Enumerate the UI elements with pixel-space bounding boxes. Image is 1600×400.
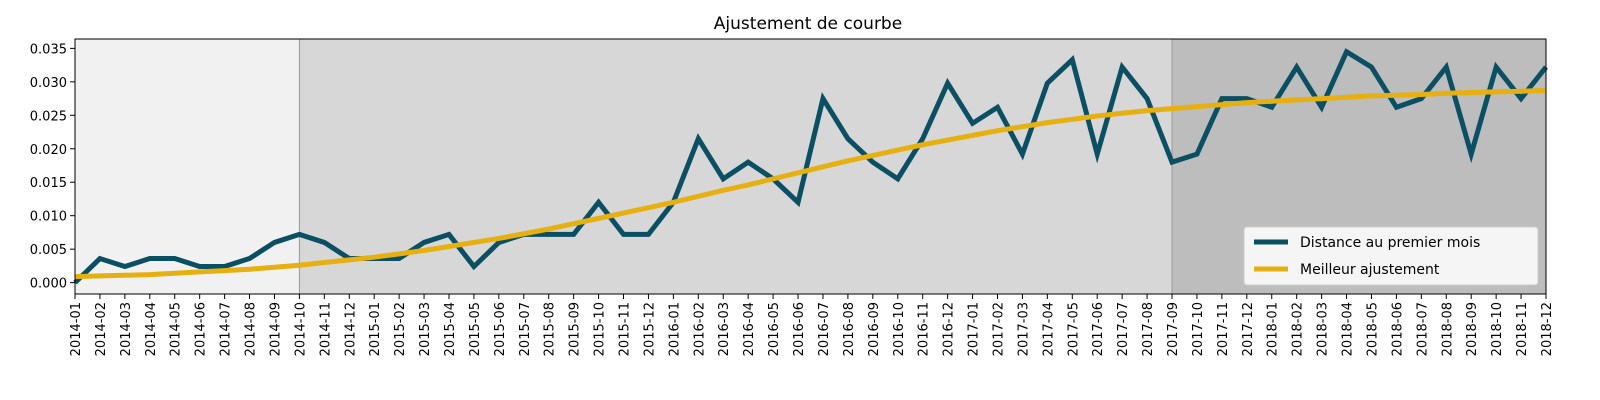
x-tick-label: 2016-01 xyxy=(667,302,682,356)
legend: Distance au premier mois Meilleur ajustem… xyxy=(1243,226,1539,286)
x-tick-label: 2016-12 xyxy=(942,302,957,356)
x-tick-label: 2014-04 xyxy=(144,302,159,356)
x-tick-label: 2015-09 xyxy=(568,302,583,356)
x-tick-label: 2018-10 xyxy=(1490,302,1505,356)
x-tick-label: 2018-02 xyxy=(1291,302,1306,356)
y-tick-label: 0.010 xyxy=(30,210,67,225)
x-tick-label: 2015-11 xyxy=(618,302,633,356)
legend-label-1: Distance au premier mois xyxy=(1300,235,1480,251)
y-tick-label: 0.000 xyxy=(30,277,67,292)
x-tick-label: 2018-06 xyxy=(1390,302,1405,356)
x-tick-label: 2014-01 xyxy=(69,302,84,356)
x-tick-label: 2018-09 xyxy=(1465,302,1480,356)
x-tick-label: 2018-05 xyxy=(1365,302,1380,356)
x-tick-label: 2017-10 xyxy=(1191,302,1206,356)
shaded-region-2 xyxy=(299,39,1173,294)
x-tick-label: 2016-06 xyxy=(792,302,807,356)
x-tick-label: 2015-10 xyxy=(593,302,608,356)
x-tick-label: 2017-12 xyxy=(1241,302,1256,356)
x-tick-label: 2014-05 xyxy=(169,302,184,356)
x-tick-label: 2014-07 xyxy=(219,302,234,356)
y-tick-label: 0.030 xyxy=(30,76,67,91)
x-tick-label: 2018-08 xyxy=(1440,302,1455,356)
x-tick-label: 2015-07 xyxy=(518,302,533,356)
x-tick-label: 2016-07 xyxy=(817,302,832,356)
x-tick-label: 2017-06 xyxy=(1091,302,1106,356)
x-tick-label: 2015-03 xyxy=(418,302,433,356)
x-tick-label: 2018-03 xyxy=(1316,302,1331,356)
x-tick-label: 2014-08 xyxy=(244,302,259,356)
x-tick-label: 2017-02 xyxy=(991,302,1006,356)
chart-title: Ajustement de courbe xyxy=(714,14,902,34)
x-tick-label: 2014-09 xyxy=(268,302,283,356)
x-tick-label: 2016-08 xyxy=(842,302,857,356)
shaded-region-1 xyxy=(75,39,300,294)
x-tick-label: 2017-05 xyxy=(1066,302,1081,356)
x-tick-label: 2014-10 xyxy=(293,302,308,356)
x-tick-label: 2018-04 xyxy=(1341,302,1356,356)
x-tick-label: 2017-11 xyxy=(1216,302,1231,356)
x-tick-label: 2017-08 xyxy=(1141,302,1156,356)
x-tick-label: 2018-12 xyxy=(1540,302,1555,356)
x-tick-label: 2015-06 xyxy=(493,302,508,356)
x-tick-label: 2014-03 xyxy=(119,302,134,356)
x-tick-label: 2018-07 xyxy=(1415,302,1430,356)
y-tick-label: 0.025 xyxy=(30,109,67,124)
plot-frame xyxy=(74,38,1547,295)
x-tick-label: 2015-05 xyxy=(468,302,483,356)
x-tick-label: 2015-02 xyxy=(393,302,408,356)
x-tick-label: 2014-12 xyxy=(343,302,358,356)
x-tick-label: 2015-12 xyxy=(642,302,657,356)
x-tick-label: 2018-11 xyxy=(1515,302,1530,356)
y-tick-label: 0.035 xyxy=(30,42,67,57)
x-tick-label: 2016-03 xyxy=(717,302,732,356)
x-tick-label: 2017-07 xyxy=(1116,302,1131,356)
y-tick-label: 0.005 xyxy=(30,243,67,258)
x-tick-label: 2016-02 xyxy=(692,302,707,356)
x-tick-label: 2015-08 xyxy=(543,302,558,356)
series-lines xyxy=(73,48,1548,285)
x-tick-label: 2017-01 xyxy=(967,302,982,356)
x-axis: 2014-01 2014-02 2014-03 2014-04 2014-05 2014-… xyxy=(69,294,1555,356)
y-tick-label: 0.015 xyxy=(30,176,67,191)
x-tick-label: 2017-03 xyxy=(1016,302,1031,356)
x-tick-label: 2016-09 xyxy=(867,302,882,356)
x-tick-label: 2015-01 xyxy=(368,302,383,356)
legend-box xyxy=(1243,226,1539,286)
x-tick-label: 2016-05 xyxy=(767,302,782,356)
x-tick-label: 2016-04 xyxy=(742,302,757,356)
x-tick-label: 2016-10 xyxy=(892,302,907,356)
x-tick-label: 2014-02 xyxy=(94,302,109,356)
x-tick-label: 2015-04 xyxy=(443,302,458,356)
x-tick-label: 2017-09 xyxy=(1166,302,1181,356)
series-line-2 xyxy=(74,88,1547,280)
x-tick-label: 2016-11 xyxy=(917,302,932,356)
legend-label-2: Meilleur ajustement xyxy=(1300,262,1440,278)
x-tick-label: 2014-11 xyxy=(318,302,333,356)
y-axis: 0.000 0.005 0.010 0.015 0.020 0.025 0.030 0.035 xyxy=(30,42,75,292)
series-line-1 xyxy=(73,48,1548,285)
y-tick-label: 0.020 xyxy=(30,143,67,158)
x-tick-label: 2017-04 xyxy=(1041,302,1056,356)
x-tick-label: 2014-06 xyxy=(194,302,209,356)
x-tick-label: 2018-01 xyxy=(1266,302,1281,356)
